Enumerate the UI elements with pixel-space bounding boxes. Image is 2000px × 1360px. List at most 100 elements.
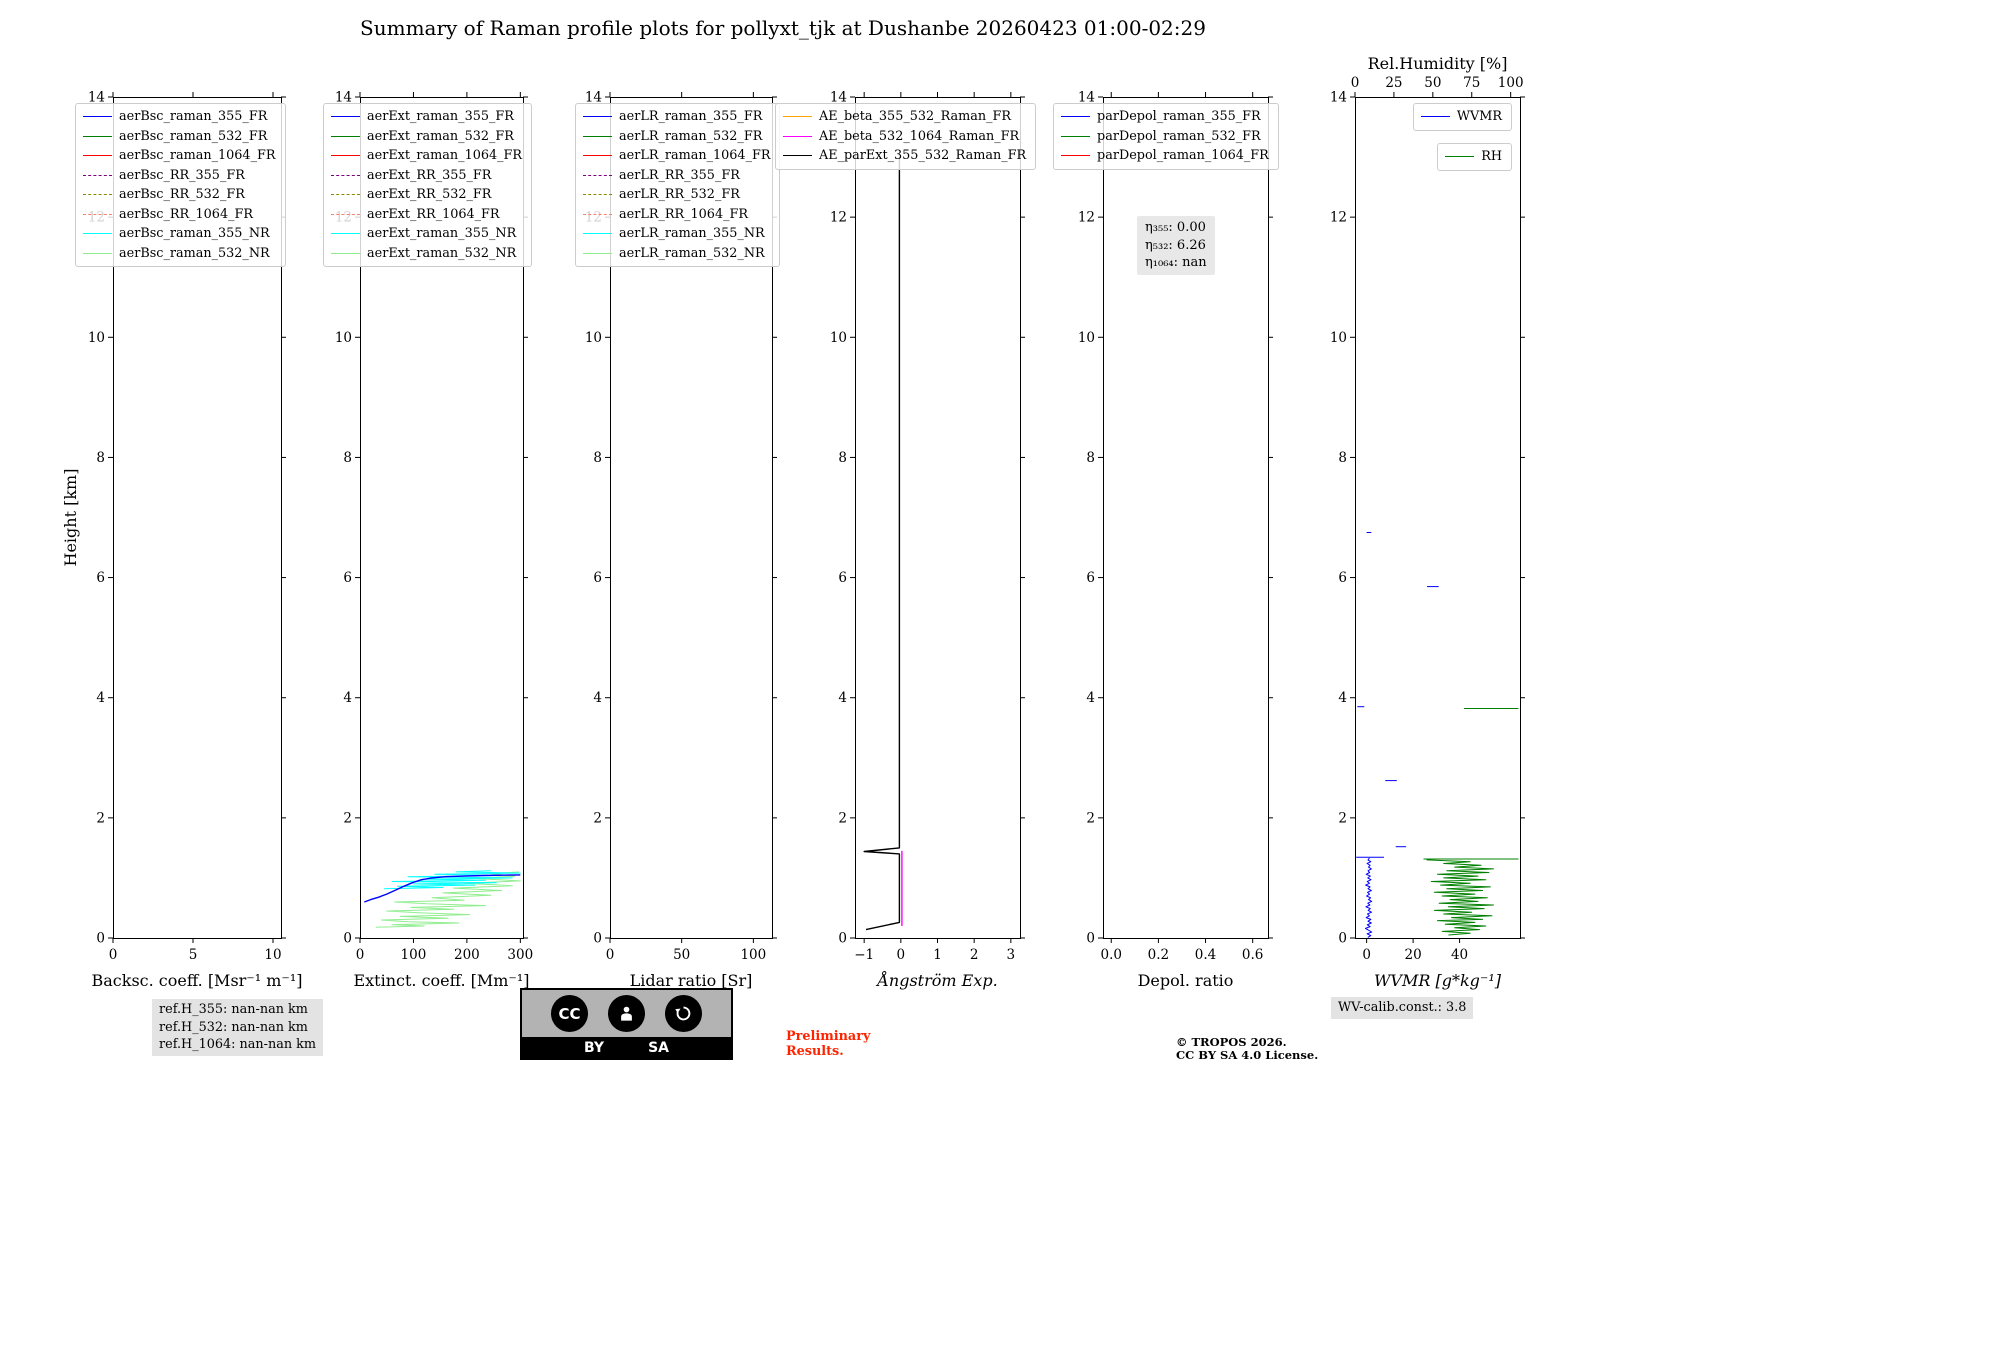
y-tick-label: 2 xyxy=(1086,810,1095,826)
legend-label: aerLR_raman_355_NR xyxy=(619,226,765,242)
preliminary-line-1: Preliminary xyxy=(786,1029,871,1044)
y-tick-label: 14 xyxy=(88,90,105,106)
attribution-person-icon xyxy=(608,995,645,1032)
legend-line-sample xyxy=(1445,156,1475,158)
legend-label: AE_beta_355_532_Raman_FR xyxy=(819,109,1012,125)
y-tick-label: 4 xyxy=(343,690,352,706)
eta-annotation-line: η₅₃₂: 6.26 xyxy=(1145,237,1206,253)
legend-entry: aerExt_RR_532_FR xyxy=(331,185,522,205)
legend-label: parDepol_raman_532_FR xyxy=(1097,128,1261,144)
legend-line-sample xyxy=(331,174,360,176)
legend-entry: aerLR_raman_355_NR xyxy=(583,224,770,244)
arrow-glyph xyxy=(675,1006,691,1021)
share-alike-arrow-icon xyxy=(665,995,702,1032)
legend-entry: aerBsc_raman_532_FR xyxy=(83,127,276,147)
legend-line-sample xyxy=(583,155,612,157)
cc-icon: CC xyxy=(551,995,588,1032)
axes-frame xyxy=(610,97,773,939)
y-tick-label: 0 xyxy=(96,931,105,947)
x-tick-label: 100 xyxy=(401,947,427,963)
legend-line-sample xyxy=(583,194,612,196)
x-tick-label: 20 xyxy=(1405,947,1422,963)
axes-frame xyxy=(855,97,1021,939)
y-tick-label: 14 xyxy=(335,90,352,106)
x-tick-label: 10 xyxy=(264,947,281,963)
series-aerExt_raman_355_FR xyxy=(364,874,521,903)
axes-frame xyxy=(360,97,524,939)
copyright-line-1: © TROPOS 2026. xyxy=(1176,1035,1287,1049)
legend-entry: aerExt_raman_532_FR xyxy=(331,127,522,147)
x-tick-label: 0.4 xyxy=(1195,947,1216,963)
axes-frame xyxy=(113,97,282,939)
x-tick-label: 50 xyxy=(673,947,690,963)
legend-label: aerLR_RR_1064_FR xyxy=(619,206,748,222)
legend-entry: AE_beta_355_532_Raman_FR xyxy=(783,107,1026,127)
y-tick-label: 12 xyxy=(1078,210,1095,226)
legend-line-sample xyxy=(583,213,612,215)
legend-label: parDepol_raman_1064_FR xyxy=(1097,148,1269,164)
legend-entry: aerLR_RR_355_FR xyxy=(583,166,770,186)
y-tick-label: 10 xyxy=(1330,330,1347,346)
legend-entry: AE_beta_532_1064_Raman_FR xyxy=(783,127,1026,147)
y-tick-label: 8 xyxy=(838,450,847,466)
legend-label: aerBsc_raman_1064_FR xyxy=(119,148,276,164)
legend-line-sample xyxy=(583,233,612,235)
legend-line-sample xyxy=(1061,135,1090,137)
legend-label: aerExt_RR_355_FR xyxy=(367,167,492,183)
y-tick-label: 2 xyxy=(1338,810,1347,826)
legend-label: aerBsc_raman_355_FR xyxy=(119,109,268,125)
wv-calibration-note: WV-calib.const.: 3.8 xyxy=(1331,997,1474,1019)
legend-label: aerExt_raman_1064_FR xyxy=(367,148,523,164)
legend-entry: aerBsc_RR_532_FR xyxy=(83,185,276,205)
x-tick-label: 2 xyxy=(970,947,979,963)
legend: WVMR xyxy=(1412,103,1512,131)
legend-entry: aerExt_raman_355_FR xyxy=(331,107,522,127)
legend-line-sample xyxy=(583,135,612,137)
series-AE_parExt_355_532_Raman_FR xyxy=(863,157,901,931)
legend-line-sample xyxy=(331,194,360,196)
y-tick-label: 12 xyxy=(830,210,847,226)
x-axis-label: Extinct. coeff. [Mm⁻¹] xyxy=(353,971,529,990)
y-tick-label: 4 xyxy=(1338,690,1347,706)
legend-label: parDepol_raman_355_FR xyxy=(1097,109,1261,125)
axes-frame xyxy=(1355,97,1521,939)
legend-label: aerLR_raman_355_FR xyxy=(619,109,763,125)
y-tick-label: 6 xyxy=(343,570,352,586)
x-tick-label: 0 xyxy=(1362,947,1371,963)
y-tick-label: 0 xyxy=(343,931,352,947)
x-axis-label: Depol. ratio xyxy=(1138,971,1234,990)
legend-entry: RH xyxy=(1445,147,1502,167)
y-tick-label: 8 xyxy=(96,450,105,466)
x-axis-label: Backsc. coeff. [Msr⁻¹ m⁻¹] xyxy=(91,971,302,990)
y-tick-label: 8 xyxy=(1338,450,1347,466)
y-tick-label: 10 xyxy=(335,330,352,346)
y-tick-label: 4 xyxy=(96,690,105,706)
legend-label: aerExt_RR_1064_FR xyxy=(367,206,500,222)
top-tick-label: 25 xyxy=(1385,75,1402,91)
legend-label: aerExt_raman_532_NR xyxy=(367,245,517,261)
person-glyph xyxy=(621,1006,632,1021)
y-tick-label: 0 xyxy=(838,931,847,947)
legend-line-sample xyxy=(83,135,112,137)
cc-license-badge: CC BY SA xyxy=(520,988,733,1060)
by-label: BY xyxy=(584,1039,605,1056)
legend-entry: aerBsc_raman_1064_FR xyxy=(83,146,276,166)
legend-line-sample xyxy=(83,252,112,254)
preliminary-line-2: Results. xyxy=(786,1044,844,1059)
y-tick-label: 2 xyxy=(343,810,352,826)
legend-label: aerBsc_RR_1064_FR xyxy=(119,206,254,222)
y-tick-label: 14 xyxy=(585,90,602,106)
y-tick-label: 8 xyxy=(343,450,352,466)
sa-label: SA xyxy=(648,1039,669,1056)
y-tick-label: 10 xyxy=(88,330,105,346)
legend-line-sample xyxy=(331,135,360,137)
cc-icon-row: CC xyxy=(522,990,731,1037)
ref-h-1064-text: ref.H_1064: nan-nan km xyxy=(159,1037,317,1052)
legend-line-sample xyxy=(583,174,612,176)
y-tick-label: 12 xyxy=(1330,210,1347,226)
legend-entry: aerLR_RR_1064_FR xyxy=(583,205,770,225)
series-RH xyxy=(1426,859,1494,936)
legend-label: aerExt_raman_532_FR xyxy=(367,128,514,144)
x-tick-label: 0.6 xyxy=(1242,947,1263,963)
